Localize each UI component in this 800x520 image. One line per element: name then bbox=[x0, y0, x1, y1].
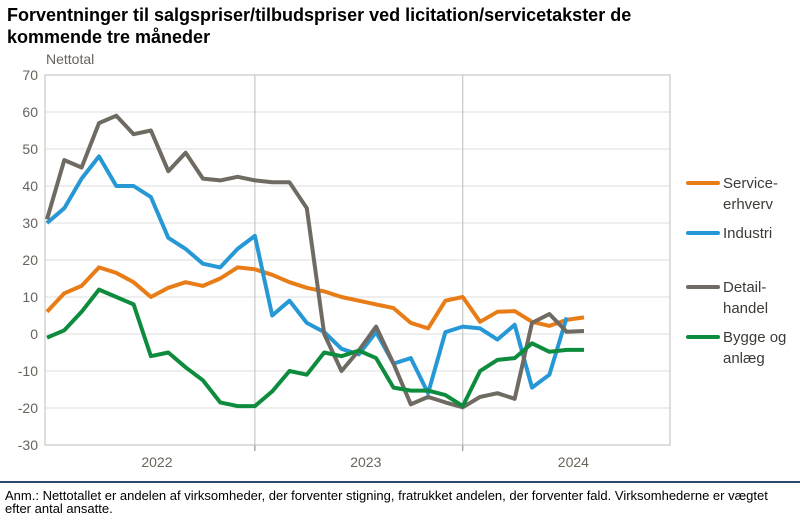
y-axis-unit-label: Nettotal bbox=[46, 51, 95, 67]
y-axis-labels: -30 -20 -10 0 10 20 30 40 50 60 70 bbox=[18, 67, 38, 453]
legend-label: Detail-handel bbox=[723, 279, 769, 317]
legend-label: Bygge og anlæg bbox=[723, 329, 787, 367]
svg-text:30: 30 bbox=[22, 215, 38, 231]
page-title: Forventninger til salgspriser/tilbudspri… bbox=[7, 4, 631, 48]
page-title-line1: Forventninger til salgspriser/tilbudspri… bbox=[7, 5, 632, 25]
svg-text:2022: 2022 bbox=[141, 454, 172, 470]
svg-text:-20: -20 bbox=[18, 400, 38, 416]
svg-text:60: 60 bbox=[22, 104, 38, 120]
page-title-line2: kommende tre måneder bbox=[7, 27, 211, 47]
series-line-industri bbox=[45, 154, 569, 396]
svg-text:10: 10 bbox=[22, 289, 38, 305]
plot-border bbox=[44, 74, 671, 446]
legend-item-detail-handel: Detail-handel bbox=[686, 277, 768, 319]
svg-text:2023: 2023 bbox=[350, 454, 381, 470]
svg-text:-30: -30 bbox=[18, 437, 38, 453]
svg-text:70: 70 bbox=[22, 67, 38, 83]
svg-text:-10: -10 bbox=[18, 363, 38, 379]
legend-item-industri: Industri bbox=[686, 223, 772, 244]
series-line-service-erhverv bbox=[45, 265, 585, 331]
legend-swatch-icon bbox=[686, 181, 720, 185]
x-axis-labels: 2022 2023 2024 bbox=[141, 454, 589, 470]
footer-divider bbox=[0, 481, 800, 483]
legend-swatch-icon bbox=[686, 335, 720, 339]
legend-item-bygge-og-anl-g: Bygge og anlæg bbox=[686, 327, 786, 369]
legend-swatch-icon bbox=[686, 285, 720, 289]
svg-text:40: 40 bbox=[22, 178, 38, 194]
legend-label: Industri bbox=[723, 225, 773, 242]
footnote-line2: efter antal ansatte. bbox=[5, 501, 113, 516]
legend-label: Service-erhverv bbox=[723, 175, 779, 213]
footnote: Anm.: Nettotallet er andelen af virksomh… bbox=[5, 489, 768, 515]
svg-text:0: 0 bbox=[30, 326, 38, 342]
legend-swatch-icon bbox=[686, 231, 720, 235]
legend-item-service-erhverv: Service-erhverv bbox=[686, 173, 778, 215]
series-line-detail-handel bbox=[45, 113, 585, 410]
svg-text:50: 50 bbox=[22, 141, 38, 157]
footnote-line1: Anm.: Nettotallet er andelen af virksomh… bbox=[5, 488, 768, 503]
series-line-bygge-og-anl-g bbox=[46, 287, 584, 409]
svg-text:20: 20 bbox=[22, 252, 38, 268]
svg-text:2024: 2024 bbox=[558, 454, 589, 470]
